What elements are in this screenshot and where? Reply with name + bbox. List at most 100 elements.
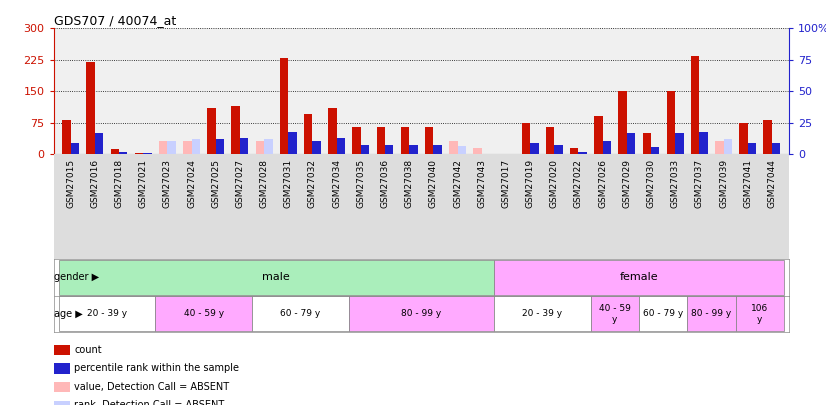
- Bar: [643, 133, 651, 154]
- Bar: [619, 91, 627, 154]
- Bar: [546, 127, 554, 154]
- Text: GSM27035: GSM27035: [356, 159, 365, 208]
- Text: 106
y: 106 y: [751, 304, 768, 324]
- Bar: [554, 145, 563, 154]
- Text: 80 - 99 y: 80 - 99 y: [401, 309, 441, 318]
- Text: male: male: [263, 273, 290, 282]
- Bar: [736, 296, 784, 331]
- Bar: [772, 143, 781, 154]
- Bar: [667, 91, 675, 154]
- Text: GSM27026: GSM27026: [598, 159, 607, 208]
- Text: GSM27022: GSM27022: [574, 159, 583, 208]
- Bar: [288, 132, 297, 154]
- Bar: [280, 58, 288, 154]
- Text: GSM27016: GSM27016: [90, 159, 99, 208]
- Text: gender ▶: gender ▶: [55, 273, 99, 282]
- Text: GDS707 / 40074_at: GDS707 / 40074_at: [54, 14, 176, 27]
- Bar: [337, 138, 345, 154]
- Text: GSM27020: GSM27020: [550, 159, 558, 208]
- Text: GSM27024: GSM27024: [187, 159, 196, 208]
- Text: GSM27044: GSM27044: [767, 159, 776, 208]
- Bar: [70, 143, 79, 154]
- Bar: [724, 139, 732, 154]
- Bar: [458, 145, 466, 154]
- Text: GSM27027: GSM27027: [235, 159, 244, 208]
- Bar: [192, 139, 200, 154]
- Text: GSM27040: GSM27040: [429, 159, 438, 208]
- Text: 40 - 59
y: 40 - 59 y: [599, 304, 631, 324]
- Text: GSM27042: GSM27042: [453, 159, 462, 208]
- Bar: [328, 108, 337, 154]
- Text: GSM27030: GSM27030: [647, 159, 656, 208]
- Bar: [763, 120, 772, 154]
- Bar: [87, 62, 95, 154]
- Bar: [530, 143, 539, 154]
- Text: GSM27041: GSM27041: [743, 159, 752, 208]
- Bar: [700, 132, 708, 154]
- Text: 80 - 99 y: 80 - 99 y: [691, 309, 732, 318]
- Bar: [361, 145, 369, 154]
- Text: 20 - 39 y: 20 - 39 y: [87, 309, 127, 318]
- Bar: [434, 145, 442, 154]
- Bar: [252, 296, 349, 331]
- Bar: [183, 141, 192, 154]
- Text: rank, Detection Call = ABSENT: rank, Detection Call = ABSENT: [74, 401, 225, 405]
- Text: GSM27017: GSM27017: [501, 159, 510, 208]
- Text: GSM27033: GSM27033: [671, 159, 680, 208]
- Bar: [159, 141, 168, 154]
- Bar: [651, 147, 659, 154]
- Bar: [385, 145, 393, 154]
- Text: GSM27019: GSM27019: [525, 159, 534, 208]
- Text: 40 - 59 y: 40 - 59 y: [183, 309, 224, 318]
- Text: female: female: [620, 273, 658, 282]
- Bar: [54, 363, 70, 374]
- Bar: [349, 296, 494, 331]
- Bar: [111, 149, 119, 154]
- Text: age ▶: age ▶: [55, 309, 83, 319]
- Bar: [473, 148, 482, 154]
- Text: GSM27029: GSM27029: [622, 159, 631, 208]
- Text: 20 - 39 y: 20 - 39 y: [522, 309, 563, 318]
- Bar: [594, 116, 603, 154]
- Bar: [216, 139, 224, 154]
- Bar: [578, 152, 587, 154]
- Bar: [449, 141, 458, 154]
- Bar: [675, 133, 684, 154]
- Text: GSM27021: GSM27021: [139, 159, 148, 208]
- Bar: [691, 55, 700, 154]
- Text: GSM27037: GSM27037: [695, 159, 704, 208]
- Bar: [207, 108, 216, 154]
- Bar: [401, 127, 409, 154]
- Text: GSM27028: GSM27028: [259, 159, 268, 208]
- Bar: [240, 138, 249, 154]
- Bar: [570, 148, 578, 154]
- Bar: [353, 127, 361, 154]
- Bar: [135, 153, 143, 154]
- Bar: [119, 152, 127, 154]
- Text: 60 - 79 y: 60 - 79 y: [280, 309, 320, 318]
- Bar: [494, 260, 784, 295]
- Bar: [231, 106, 240, 154]
- Bar: [603, 141, 611, 154]
- Text: GSM27038: GSM27038: [405, 159, 414, 208]
- Bar: [739, 122, 748, 154]
- Text: count: count: [74, 345, 102, 354]
- Bar: [54, 345, 70, 355]
- Bar: [255, 141, 264, 154]
- Bar: [143, 153, 152, 154]
- Text: GSM27034: GSM27034: [332, 159, 341, 208]
- Bar: [54, 382, 70, 392]
- Bar: [425, 127, 434, 154]
- Bar: [591, 296, 638, 331]
- Bar: [687, 296, 736, 331]
- Text: GSM27023: GSM27023: [163, 159, 172, 208]
- Text: 60 - 79 y: 60 - 79 y: [643, 309, 683, 318]
- Text: GSM27015: GSM27015: [66, 159, 75, 208]
- Bar: [409, 145, 418, 154]
- Text: GSM27025: GSM27025: [211, 159, 221, 208]
- Bar: [59, 296, 155, 331]
- Bar: [494, 296, 591, 331]
- Text: percentile rank within the sample: percentile rank within the sample: [74, 363, 240, 373]
- Bar: [312, 141, 321, 154]
- Bar: [715, 141, 724, 154]
